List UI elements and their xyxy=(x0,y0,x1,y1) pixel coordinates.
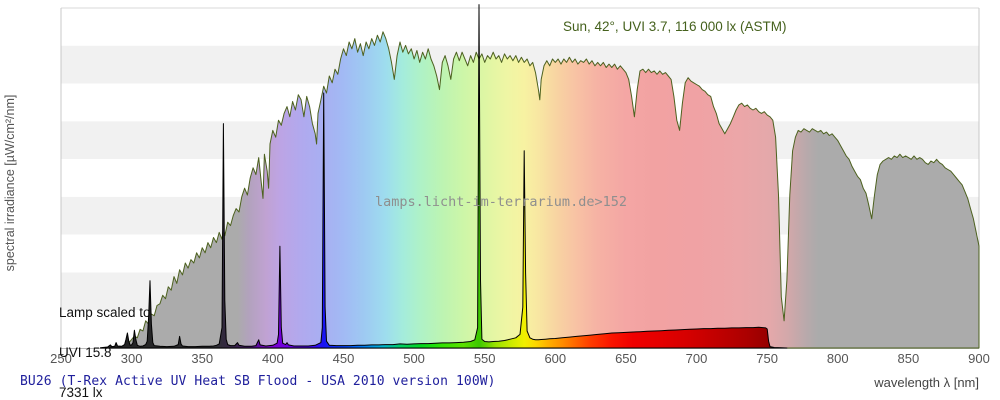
x-tick-label: 250 xyxy=(50,351,72,366)
sun-reference-annotation: Sun, 42°, UVI 3.7, 116 000 lx (ASTM) xyxy=(563,19,787,34)
x-tick-label: 400 xyxy=(262,351,284,366)
lamp-scaling-annotation: Lamp scaled to UVI 15.8 7331 lx xyxy=(59,280,151,400)
x-tick-label: 500 xyxy=(403,351,425,366)
x-tick-label: 850 xyxy=(898,351,920,366)
lamp-title-caption: BU26 (T-Rex Active UV Heat SB Flood - US… xyxy=(20,374,496,389)
x-axis-label: wavelength λ [nm] xyxy=(874,375,979,390)
x-tick-label: 700 xyxy=(686,351,708,366)
x-tick-label: 350 xyxy=(191,351,213,366)
x-tick-label: 550 xyxy=(474,351,496,366)
x-tick-label: 600 xyxy=(544,351,566,366)
x-tick-label: 750 xyxy=(756,351,778,366)
x-tick-label: 900 xyxy=(968,351,990,366)
y-axis-label: spectral irradiance [µW/cm²/nm] xyxy=(3,94,17,272)
lamp-annotation-line1: Lamp scaled to xyxy=(59,305,151,321)
x-tick-label: 800 xyxy=(827,351,849,366)
lamp_spectrum-curve xyxy=(100,4,788,349)
watermark: lamps.licht-im-terrarium.de>152 xyxy=(375,194,627,210)
lamp-annotation-line2: UVI 15.8 xyxy=(59,345,112,361)
x-tick-label: 300 xyxy=(121,351,143,366)
grid-band xyxy=(61,8,979,46)
x-tick-label: 450 xyxy=(333,351,355,366)
x-tick-label: 650 xyxy=(615,351,637,366)
lamp-annotation-line3: 7331 lx xyxy=(59,384,103,400)
sun_spectrum-curve xyxy=(122,31,980,349)
